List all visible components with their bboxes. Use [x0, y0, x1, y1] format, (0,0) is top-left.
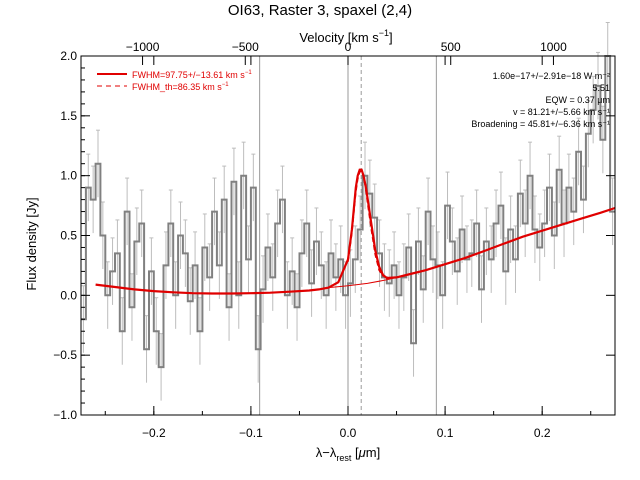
velocity-tick-label: 1000	[540, 40, 567, 54]
spectrum-step-line	[81, 55, 615, 369]
x-tick-label: 0.2	[534, 426, 551, 440]
y-tick-label: 1.0	[60, 169, 77, 183]
y-tick-label: 1.5	[60, 109, 77, 123]
x-tick-label: −0.2	[142, 426, 166, 440]
continuum-line	[328, 263, 446, 289]
annotation-flux: 1.60e−17+/−2.91e−18 W m⁻²	[493, 71, 610, 81]
annotation-velocity: v = 81.21+/−5.66 km s⁻¹	[513, 107, 610, 117]
legend: FWHM=97.75+/−13.61 km s−1 FWHM_th=86.35 …	[97, 70, 252, 92]
x-tick-label: 0.1	[437, 426, 454, 440]
annotation-snr: 5.51	[592, 83, 610, 93]
y-tick-label: 0.5	[60, 229, 77, 243]
y-tick-label: −0.5	[53, 348, 77, 362]
y-tick-label: 0.0	[60, 288, 77, 302]
reference-lines	[259, 56, 437, 415]
fit-annotations: 1.60e−17+/−2.91e−18 W m⁻² 5.51 EQW = 0.3…	[471, 71, 610, 129]
y-axis-label: Flux density [Jy]	[24, 197, 39, 290]
annotation-eqw: EQW = 0.37 μm	[546, 95, 610, 105]
thermal-fit-line	[347, 169, 384, 277]
y-tick-label: −1.0	[53, 408, 77, 422]
velocity-tick-label: 0	[345, 40, 352, 54]
x-axis-label: λ−λrest [μm]	[316, 445, 380, 463]
velocity-tick-label: 500	[441, 40, 461, 54]
legend-label-fit: FWHM=97.75+/−13.61 km s−1	[132, 70, 252, 80]
y-tick-label: 2.0	[60, 49, 77, 63]
axes: −0.2 −0.1 0.0 0.1 0.2 −1000 −500 0 500 1000 −1.0 −0…	[53, 40, 616, 440]
annotation-broadening: Broadening = 45.81+/−6.36 km s⁻¹	[471, 119, 610, 129]
velocity-tick-label: −500	[232, 40, 259, 54]
top-axis-label: Velocity [km s−1]	[299, 28, 392, 45]
gaussian-fit-line	[95, 168, 616, 295]
legend-label-thermal: FWHM_th=86.35 km s−1	[132, 82, 229, 92]
series-layer	[81, 55, 616, 369]
velocity-tick-label: −1000	[126, 40, 160, 54]
x-tick-label: 0.0	[340, 426, 357, 440]
x-tick-label: −0.1	[239, 426, 263, 440]
chart-title: OI63, Raster 3, spaxel (2,4)	[228, 2, 412, 19]
